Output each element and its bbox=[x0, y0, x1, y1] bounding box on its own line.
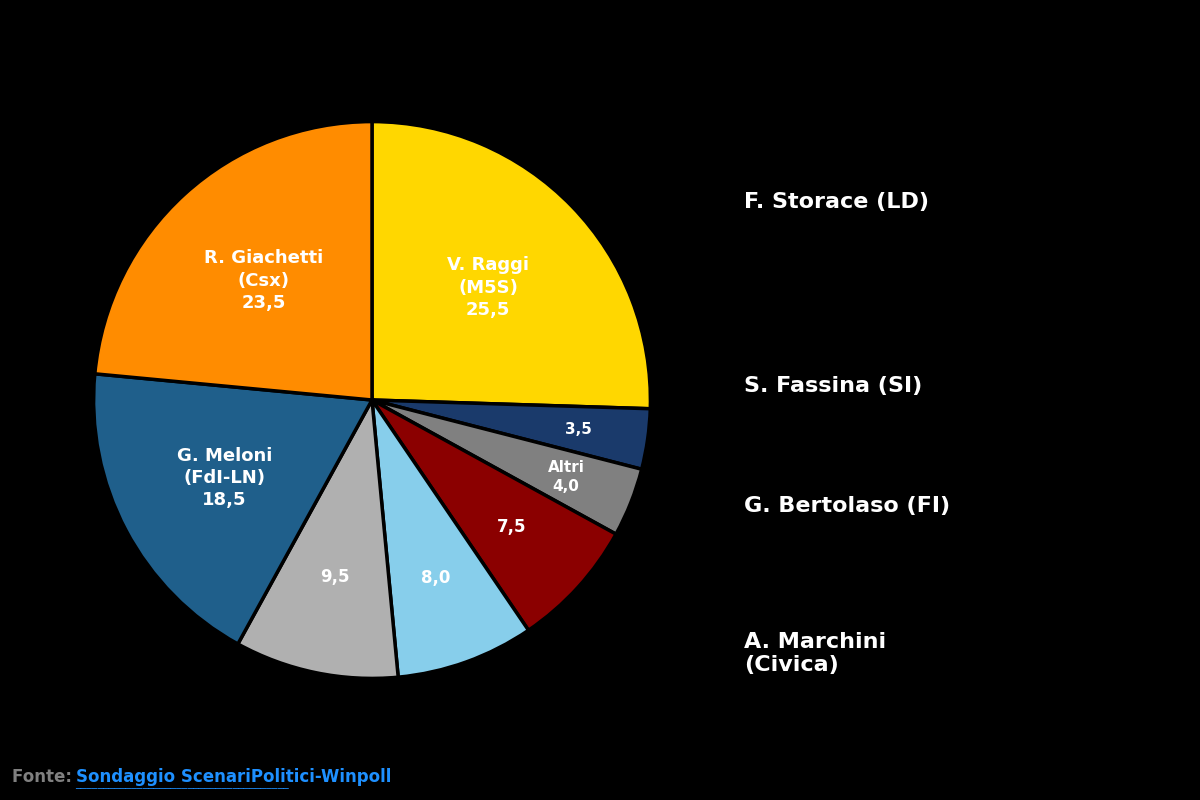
Text: 8,0: 8,0 bbox=[421, 569, 451, 587]
Text: Altri
4,0: Altri 4,0 bbox=[547, 460, 584, 494]
Wedge shape bbox=[372, 400, 650, 470]
Text: G. Meloni
(FdI-LN)
18,5: G. Meloni (FdI-LN) 18,5 bbox=[176, 447, 272, 510]
Wedge shape bbox=[238, 400, 398, 678]
Wedge shape bbox=[372, 400, 528, 677]
Text: 7,5: 7,5 bbox=[497, 518, 527, 537]
Text: Sondaggio ScenariPolitici-Winpoll: Sondaggio ScenariPolitici-Winpoll bbox=[76, 768, 391, 786]
Text: 9,5: 9,5 bbox=[320, 568, 350, 586]
Text: Fonte:: Fonte: bbox=[12, 768, 78, 786]
Wedge shape bbox=[95, 122, 372, 400]
Wedge shape bbox=[94, 374, 372, 644]
Text: F. Storace (LD): F. Storace (LD) bbox=[744, 192, 929, 212]
Text: ______________________________________: ______________________________________ bbox=[76, 778, 289, 789]
Text: G. Bertolaso (FI): G. Bertolaso (FI) bbox=[744, 496, 950, 516]
Text: S. Fassina (SI): S. Fassina (SI) bbox=[744, 376, 923, 396]
Text: R. Giachetti
(Csx)
23,5: R. Giachetti (Csx) 23,5 bbox=[204, 250, 323, 312]
Text: V. Raggi
(M5S)
25,5: V. Raggi (M5S) 25,5 bbox=[446, 257, 529, 319]
Text: 3,5: 3,5 bbox=[565, 422, 592, 437]
Wedge shape bbox=[372, 400, 642, 534]
Text: A. Marchini
(Civica): A. Marchini (Civica) bbox=[744, 632, 886, 675]
Wedge shape bbox=[372, 400, 616, 630]
Wedge shape bbox=[372, 122, 650, 409]
